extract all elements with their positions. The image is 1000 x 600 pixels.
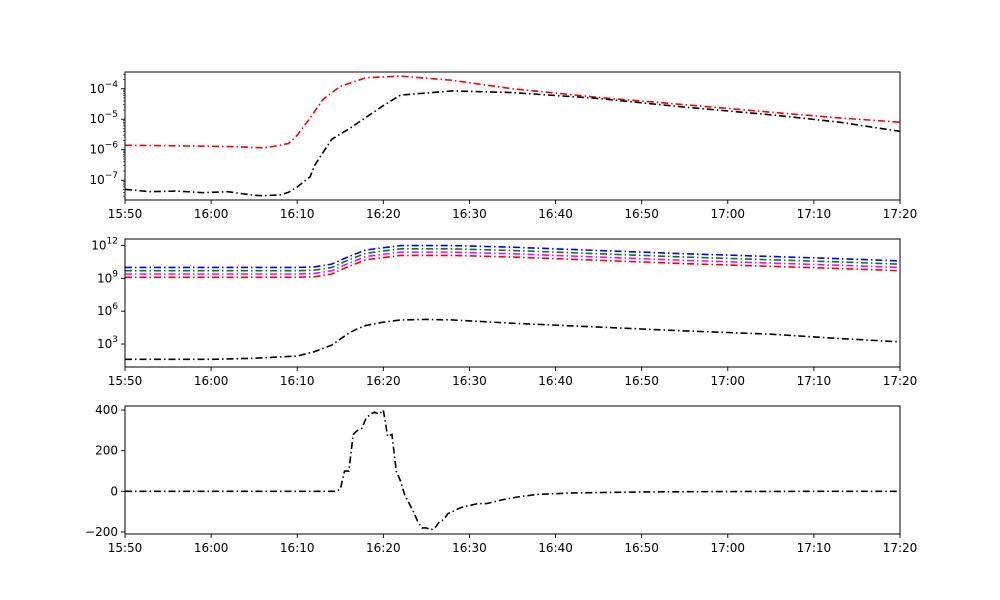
x-tick-label: 16:00 <box>194 374 229 388</box>
y-tick-label: 10−5 <box>89 110 118 126</box>
x-tick-label: 16:10 <box>280 541 315 555</box>
x-tick-label: 16:20 <box>366 207 401 221</box>
x-tick-label: 16:30 <box>452 374 487 388</box>
x-tick-label: 17:00 <box>710 541 745 555</box>
flux-panel: 15:50 16:00 16:10 16:20 16:30 16:40 16:50 17:00… <box>89 71 918 221</box>
x-tick-label: 17:10 <box>797 374 832 388</box>
x-tick-label: 16:10 <box>280 207 315 221</box>
series-group <box>125 244 900 361</box>
y-tick-label: 1012 <box>91 237 118 253</box>
x-tick-label: 16:30 <box>452 207 487 221</box>
series-group <box>125 75 900 197</box>
x-tick-label: 17:00 <box>710 374 745 388</box>
x-tick-label: 16:50 <box>624 374 659 388</box>
series-line-1 <box>125 248 900 272</box>
y-tick-label: 109 <box>97 269 118 285</box>
x-tick-label: 16:20 <box>366 541 401 555</box>
y-tick-label: 10−6 <box>89 141 118 157</box>
series-line-0 <box>125 244 900 269</box>
x-tick-label: 15:50 <box>108 374 143 388</box>
x-tick-label: 16:50 <box>624 207 659 221</box>
x-tick-label: 16:00 <box>194 541 229 555</box>
x-tick-label: 16:20 <box>366 374 401 388</box>
series-line-1 <box>125 90 900 197</box>
x-tick-label: 16:40 <box>538 541 573 555</box>
x-tick-label: 17:00 <box>710 207 745 221</box>
y-tick-label: −200 <box>85 525 118 539</box>
x-tick-label: 17:10 <box>797 541 832 555</box>
derivative-panel: 15:50 16:00 16:10 16:20 16:30 16:40 16:50 17:00… <box>85 403 917 555</box>
x-tick-label: 16:00 <box>194 207 229 221</box>
y-tick-label: 106 <box>97 302 118 318</box>
x-tick-label: 16:30 <box>452 541 487 555</box>
x-tick-label: 17:20 <box>883 374 918 388</box>
density-panel: 15:50 16:00 16:10 16:20 16:30 16:40 16:50 17:00… <box>91 237 917 388</box>
series-line-2 <box>125 251 900 275</box>
x-tick-label: 17:20 <box>883 541 918 555</box>
axes-frame <box>124 405 901 535</box>
x-tick-label: 15:50 <box>108 207 143 221</box>
series-line-0 <box>125 408 900 531</box>
axes-frame <box>124 238 901 368</box>
x-tick-label: 16:40 <box>538 374 573 388</box>
y-tick-label: 200 <box>95 444 118 458</box>
y-tick-label: 103 <box>97 335 118 351</box>
y-tick-label: 0 <box>110 484 118 498</box>
x-tick-label: 16:10 <box>280 374 315 388</box>
axes-frame <box>124 71 901 201</box>
y-tick-label: 400 <box>95 403 118 417</box>
series-group <box>125 408 900 531</box>
y-tick-label: 10−7 <box>89 171 118 187</box>
series-line-0 <box>125 75 900 149</box>
x-tick-label: 15:50 <box>108 541 143 555</box>
x-tick-label: 17:10 <box>797 207 832 221</box>
x-tick-label: 16:50 <box>624 541 659 555</box>
series-line-4 <box>125 318 900 361</box>
x-tick-label: 17:20 <box>883 207 918 221</box>
series-line-3 <box>125 254 900 279</box>
x-tick-label: 16:40 <box>538 207 573 221</box>
y-tick-label: 10−4 <box>89 80 118 96</box>
